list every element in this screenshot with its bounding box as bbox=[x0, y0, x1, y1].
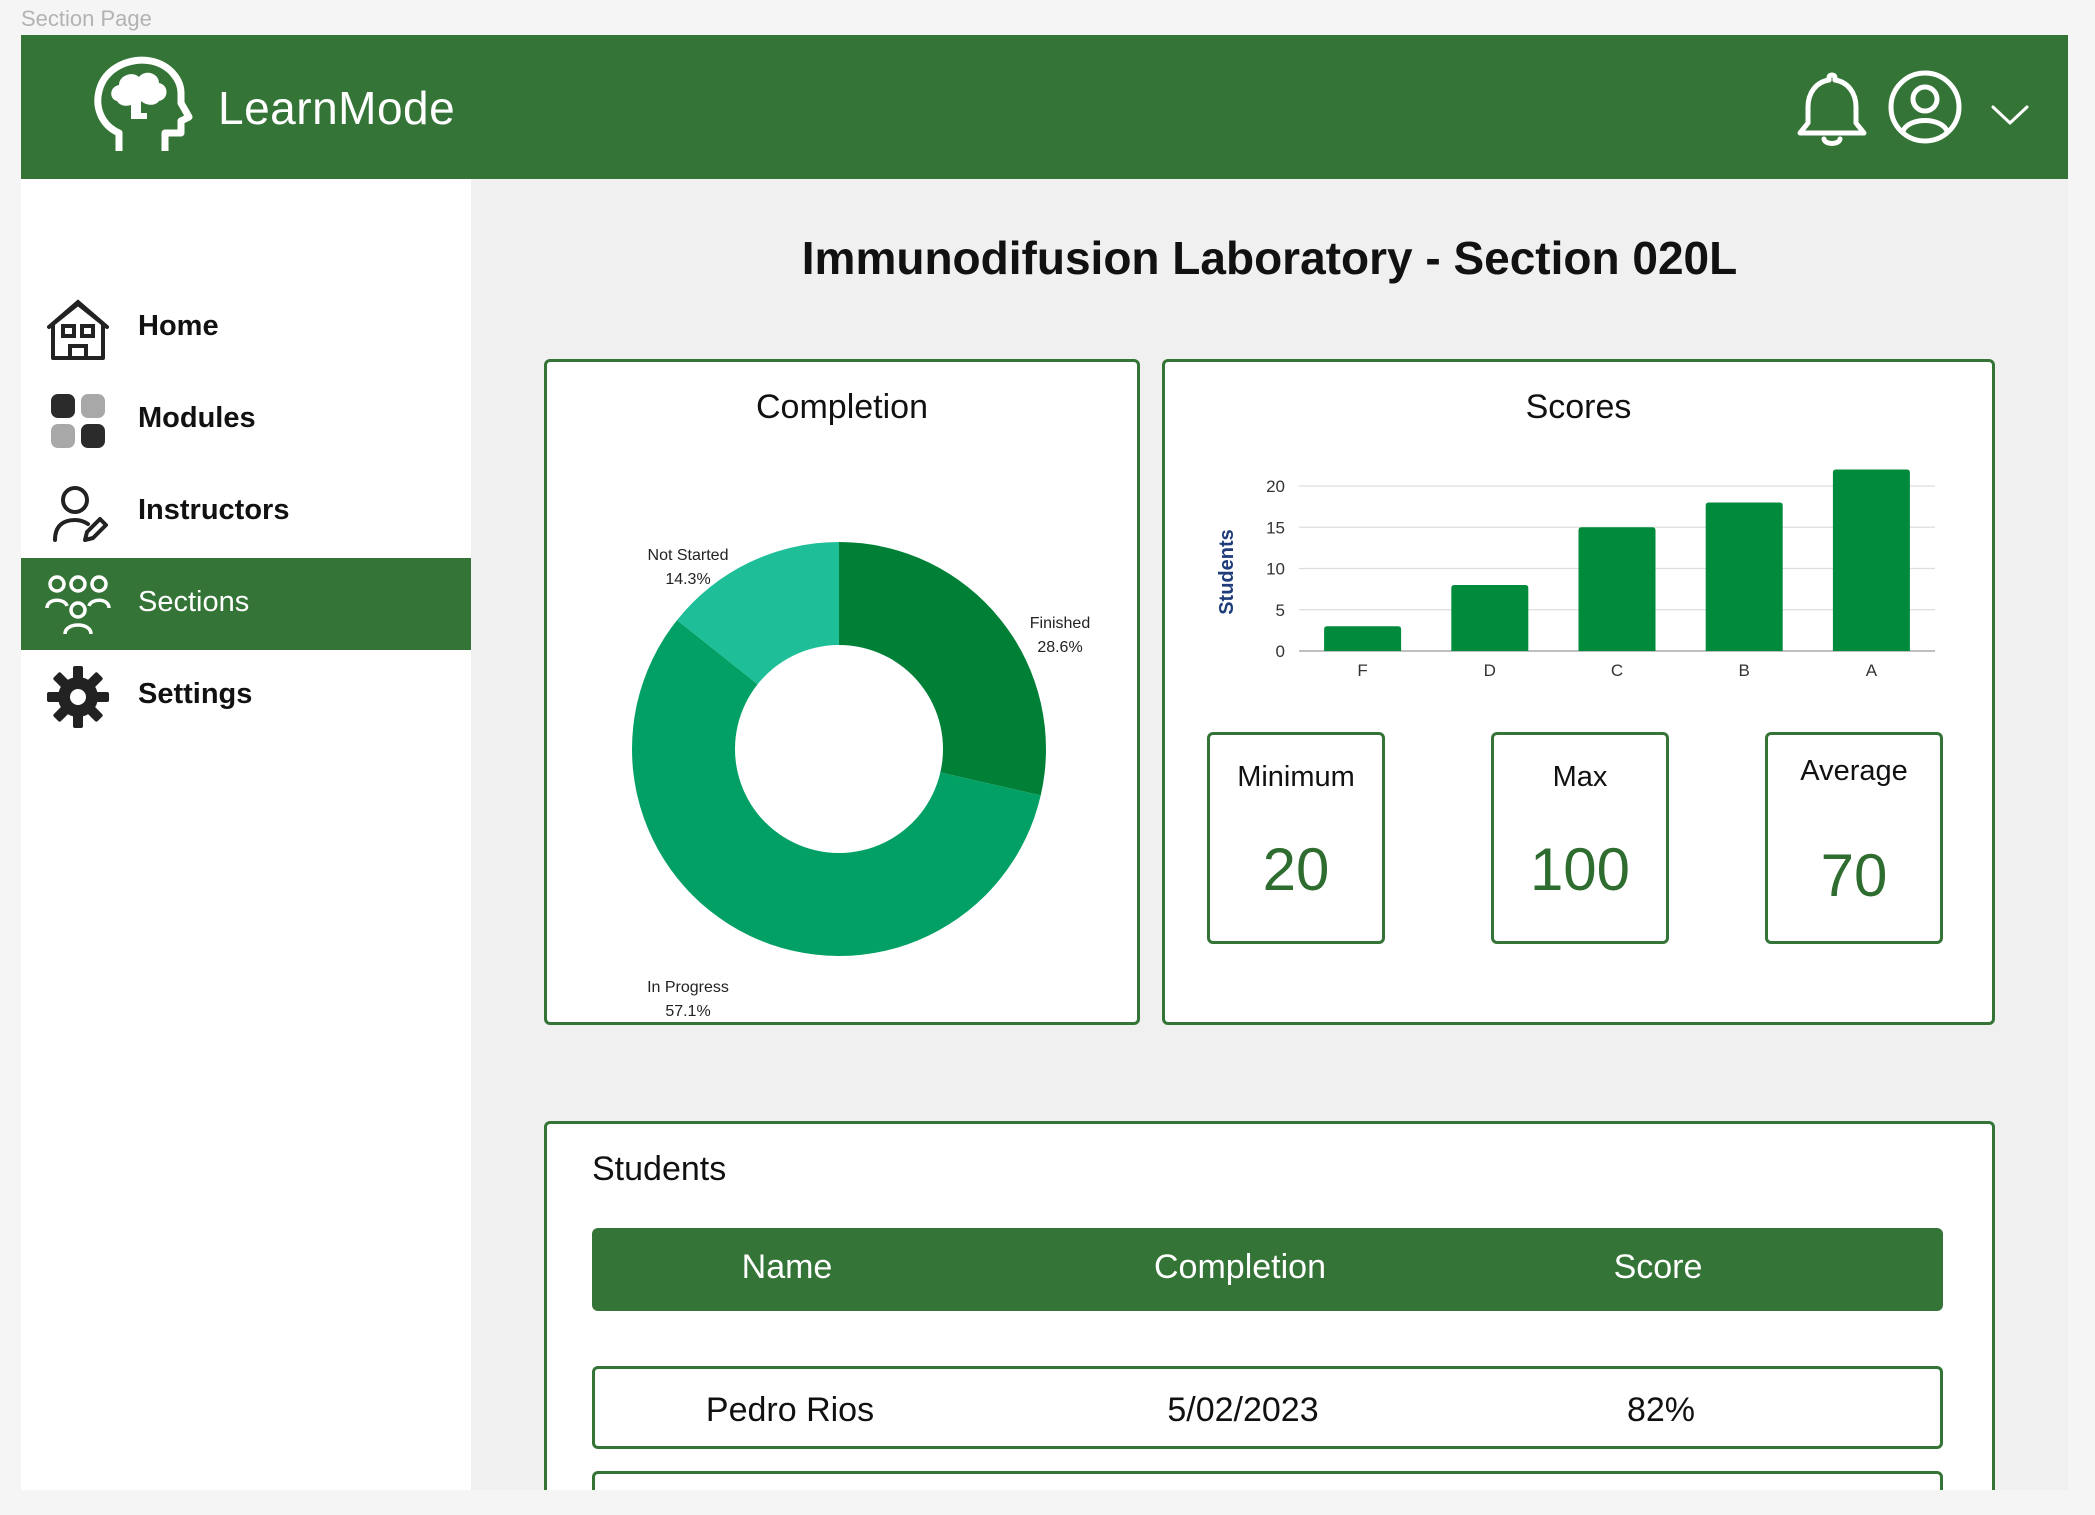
modules-icon bbox=[45, 388, 111, 454]
y-tick-label: 20 bbox=[1266, 477, 1285, 496]
scores-card: Scores 0 5 10 15 20 Students F D C B A Minimum 20 … bbox=[1162, 359, 1995, 1025]
gear-icon bbox=[45, 664, 111, 730]
sidebar-item-sections[interactable]: Sections bbox=[21, 558, 471, 650]
brand-name[interactable]: LearnMode bbox=[218, 81, 455, 135]
top-header: LearnMode bbox=[21, 35, 2068, 179]
brain-head-logo-icon[interactable] bbox=[89, 55, 193, 159]
y-tick-label: 5 bbox=[1276, 601, 1285, 620]
x-tick-label: D bbox=[1484, 661, 1496, 680]
slice-label: Not Started bbox=[648, 547, 729, 564]
x-tick-label: B bbox=[1739, 661, 1750, 680]
table-row[interactable]: Michelle Alvarez 5/02/2023 100% bbox=[592, 1471, 1943, 1490]
stat-label: Minimum bbox=[1210, 761, 1382, 794]
sidebar-item-modules[interactable]: Modules bbox=[21, 374, 471, 466]
stat-value: 20 bbox=[1210, 835, 1382, 904]
column-header-completion[interactable]: Completion bbox=[1004, 1248, 1476, 1287]
scores-title: Scores bbox=[1165, 388, 1992, 427]
student-score: 82% bbox=[1471, 1391, 1851, 1430]
y-tick-label: 10 bbox=[1266, 560, 1285, 579]
sidebar-item-label: Modules bbox=[138, 402, 256, 435]
completion-donut-chart: Finished 28.6% In Progress 57.1% Not Started… bbox=[547, 442, 1137, 1022]
sidebar-item-settings[interactable]: Settings bbox=[21, 650, 471, 742]
slice-value-label: 28.6% bbox=[1037, 639, 1082, 656]
sections-icon bbox=[45, 572, 111, 638]
column-header-score[interactable]: Score bbox=[1468, 1248, 1848, 1287]
x-tick-label: C bbox=[1611, 661, 1623, 680]
sidebar-item-label: Instructors bbox=[138, 494, 289, 527]
sidebar-item-label: Home bbox=[138, 310, 219, 343]
table-row[interactable]: Pedro Rios 5/02/2023 82% bbox=[592, 1366, 1943, 1449]
app-window: LearnMode Home bbox=[21, 35, 2068, 1490]
chevron-down-icon[interactable] bbox=[1989, 101, 2031, 127]
sidebar: Home Modules Instructors bbox=[21, 179, 471, 1490]
student-name: Pedro Rios bbox=[595, 1391, 985, 1430]
stat-minimum: Minimum 20 bbox=[1207, 732, 1385, 944]
bar-D bbox=[1451, 585, 1528, 651]
sidebar-item-label: Settings bbox=[138, 678, 252, 711]
sidebar-item-home[interactable]: Home bbox=[21, 282, 471, 374]
bar-C bbox=[1579, 527, 1656, 651]
stat-label: Average bbox=[1768, 755, 1940, 788]
students-card: Students Name Completion Score Pedro Rio… bbox=[544, 1121, 1995, 1490]
y-tick-label: 15 bbox=[1266, 518, 1285, 537]
table-header: Name Completion Score bbox=[592, 1228, 1943, 1311]
stat-value: 100 bbox=[1494, 835, 1666, 904]
sidebar-item-instructors[interactable]: Instructors bbox=[21, 466, 471, 558]
bar-F bbox=[1324, 626, 1401, 651]
instructor-icon bbox=[45, 480, 111, 546]
y-tick-label: 0 bbox=[1276, 642, 1285, 661]
slice-value-label: 14.3% bbox=[665, 571, 710, 588]
student-completion: 5/02/2023 bbox=[1007, 1391, 1479, 1430]
frame-label: Section Page bbox=[21, 6, 152, 32]
completion-title: Completion bbox=[547, 388, 1137, 427]
column-header-name[interactable]: Name bbox=[592, 1248, 982, 1287]
x-tick-label: F bbox=[1357, 661, 1367, 680]
donut-slice-finished bbox=[839, 542, 1046, 795]
bell-icon[interactable] bbox=[1794, 69, 1870, 149]
stat-average: Average 70 bbox=[1765, 732, 1943, 944]
completion-card: Completion Finished 28.6% In Progress 57.1%… bbox=[544, 359, 1140, 1025]
stat-label: Max bbox=[1494, 761, 1666, 794]
bar-A bbox=[1833, 470, 1910, 652]
y-axis-label: Students bbox=[1216, 529, 1238, 615]
scores-bar-chart: 0 5 10 15 20 Students F D C B A bbox=[1165, 432, 1992, 692]
page-title: Immunodifusion Laboratory - Section 020L bbox=[471, 231, 2068, 285]
account-icon[interactable] bbox=[1887, 69, 1963, 145]
students-title: Students bbox=[592, 1150, 726, 1189]
stat-max: Max 100 bbox=[1491, 732, 1669, 944]
slice-value-label: 57.1% bbox=[665, 1003, 710, 1020]
sidebar-item-label: Sections bbox=[138, 586, 249, 619]
x-tick-label: A bbox=[1866, 661, 1878, 680]
bar-B bbox=[1706, 503, 1783, 652]
home-icon bbox=[45, 296, 111, 362]
stat-value: 70 bbox=[1768, 841, 1940, 910]
slice-label: In Progress bbox=[647, 979, 729, 996]
slice-label: Finished bbox=[1030, 615, 1090, 632]
